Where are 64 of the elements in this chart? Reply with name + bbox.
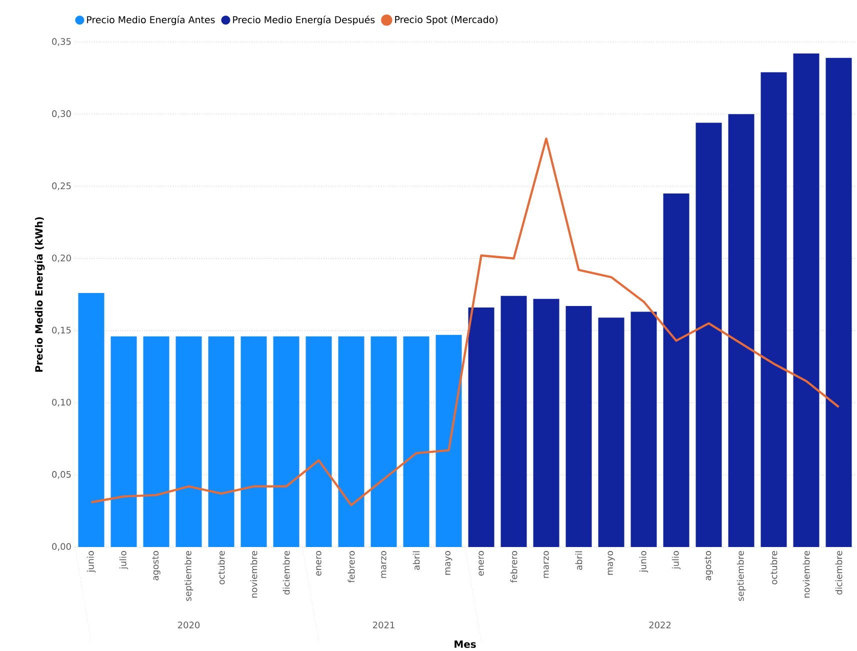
y-tick-label: 0,00 (52, 543, 71, 551)
bar (306, 336, 332, 547)
text: 2020 (178, 622, 200, 628)
bar (78, 293, 104, 547)
bar (598, 318, 624, 547)
x-tick-label: septiembre (184, 550, 194, 601)
bar (728, 114, 754, 547)
bar (826, 58, 852, 547)
bar (338, 336, 364, 547)
x-tick-label: octubre (770, 550, 778, 584)
y-tick-label: 0,35 (52, 38, 71, 46)
x-tick-label: octubre (218, 550, 225, 584)
bar (110, 336, 137, 547)
bar (403, 336, 430, 547)
bar (240, 336, 267, 547)
legend-label: Precio Spot (Mercado) (395, 16, 498, 25)
y-axis-title: Precio Medio Energía (kWh) (34, 217, 45, 372)
x-tick-label: febrero (348, 550, 355, 583)
y-tick-label: 0,25 (52, 182, 71, 190)
x-tick-label: enero (316, 550, 322, 576)
bar (208, 336, 234, 547)
x-tick-label: julio (672, 550, 681, 570)
legend-label: Precio Medio Energía Antes (87, 16, 215, 26)
bar (533, 298, 560, 547)
x-tick-label: agosto (704, 550, 713, 580)
x-tick-label: mayo (445, 550, 452, 575)
y-tick-label: 0,05 (52, 470, 71, 479)
x-tick-label: septiembre (736, 550, 746, 601)
bar (436, 334, 462, 547)
x-tick-label: diciembre (282, 550, 290, 595)
bar (468, 307, 494, 547)
bar (143, 336, 170, 547)
x-tick-label: marzo (544, 550, 549, 578)
y-tick-label: 0,15 (52, 326, 71, 334)
x-tick-label: junio (639, 550, 648, 572)
bar (630, 312, 657, 547)
y-tick-label: 0,20 (52, 254, 71, 262)
text: 2022 (649, 622, 671, 628)
bar (500, 296, 527, 547)
x-tick-label: enero (478, 550, 484, 576)
bar (273, 336, 300, 547)
y-tick-label: 0,10 (52, 398, 71, 407)
text: 2021 (373, 622, 394, 628)
bar (176, 336, 202, 547)
x-tick-label: mayo (608, 550, 615, 575)
y-tick-label: 0,30 (52, 110, 71, 118)
x-tick-label: abril (575, 551, 582, 570)
x-tick-label: agosto (152, 550, 160, 580)
x-tick-label: noviembre (802, 550, 810, 598)
x-tick-label: junio (86, 550, 96, 572)
x-tick-label: diciembre (835, 550, 842, 595)
x-tick-label: febrero (510, 550, 518, 583)
x-tick-label: julio (119, 550, 128, 570)
legend-label: Precio Medio Energía Después (233, 16, 375, 26)
x-tick-label: abril (412, 551, 420, 570)
x-axis-title: Mes (454, 640, 476, 648)
bar (760, 72, 787, 547)
bar (663, 193, 690, 547)
bar (370, 336, 397, 547)
bar (566, 306, 592, 547)
bar (793, 54, 820, 547)
x-tick-label: marzo (381, 550, 386, 578)
bar (696, 122, 722, 547)
x-tick-label: noviembre (250, 550, 258, 598)
